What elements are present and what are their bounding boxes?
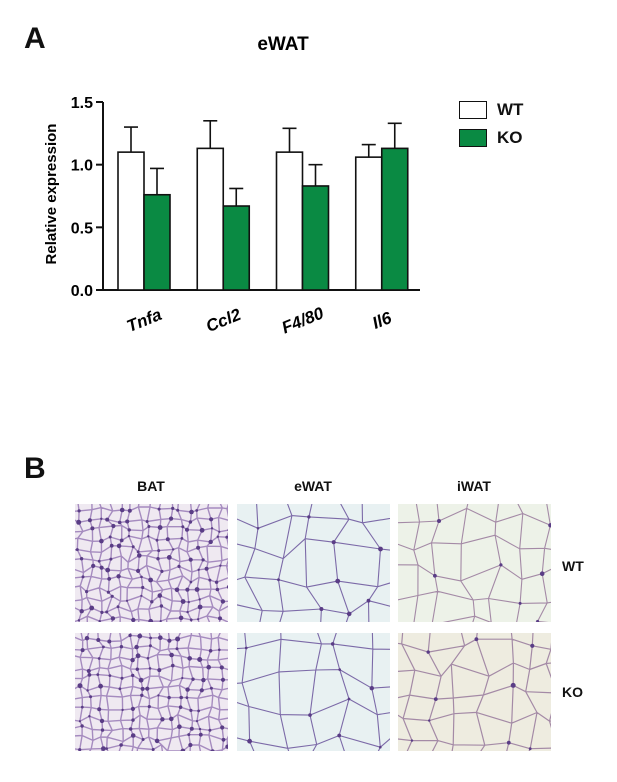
histology-ewat-wt <box>237 504 390 622</box>
bar-wt-3 <box>354 156 383 291</box>
legend-label-ko: KO <box>497 128 523 147</box>
y-tick-label: 1.0 <box>71 158 93 175</box>
y-tick-label: 0.5 <box>71 220 93 237</box>
histology-bat-ko <box>75 633 228 751</box>
chart-title: eWAT <box>257 34 309 55</box>
panel-b-letter: B <box>24 452 46 485</box>
legend-item-ko: KO <box>459 126 523 150</box>
legend-swatch-wt <box>459 101 487 119</box>
tile-background <box>398 504 551 622</box>
cell-membranes <box>398 633 551 751</box>
cell-membranes <box>75 504 228 622</box>
nuclei <box>410 637 535 751</box>
panel-a-letter: A <box>24 22 46 55</box>
tile-background <box>75 633 228 751</box>
x-tick-label-1: Ccl2 <box>203 305 244 336</box>
column-title-ewat: eWAT <box>294 478 332 494</box>
bar-ko-1 <box>222 205 251 291</box>
nuclei <box>244 642 382 749</box>
cell-membranes <box>398 504 551 622</box>
bar-ko-2 <box>301 185 330 291</box>
bar-ko-3 <box>380 147 409 291</box>
column-title-iwat: iWAT <box>457 478 491 494</box>
legend-item-wt: WT <box>459 98 523 122</box>
row-label-ko: KO <box>562 684 583 700</box>
cell-membranes <box>75 633 228 751</box>
y-tick-label: 0.0 <box>71 283 93 300</box>
column-title-bat: BAT <box>137 478 165 494</box>
y-axis-label: Relative expression <box>43 124 60 265</box>
x-tick-label-3: Il6 <box>370 308 395 333</box>
histology-bat-wt <box>75 504 228 622</box>
histology-ewat-ko <box>237 633 390 751</box>
bar-wt-2 <box>275 151 304 291</box>
tile-background <box>237 504 390 622</box>
y-tick-label: 1.5 <box>71 95 93 112</box>
histology-iwat-wt <box>398 504 551 622</box>
y-axis: 0.0 0.5 1.0 1.5 <box>71 95 104 300</box>
x-axis: Tnfa Ccl2 F4/80 Il6 <box>103 289 420 337</box>
x-tick-label-2: F4/80 <box>279 303 327 337</box>
bar-ko-0 <box>143 193 171 291</box>
bar-wt-0 <box>117 151 145 291</box>
nuclei <box>256 515 383 617</box>
legend: WT KO <box>459 98 523 154</box>
nuclei <box>75 506 228 622</box>
x-tick-label-0: Tnfa <box>124 305 164 336</box>
bars <box>117 120 409 291</box>
cell-membranes <box>237 504 390 622</box>
bar-wt-1 <box>196 147 225 291</box>
row-label-wt: WT <box>562 558 584 574</box>
bar-chart: eWAT Relative expression 0.0 0.5 1.0 1.5 Tn… <box>43 34 420 337</box>
legend-swatch-ko <box>459 129 487 147</box>
nuclei <box>433 519 551 622</box>
histology-iwat-ko <box>398 633 551 751</box>
cell-membranes <box>237 633 390 751</box>
nuclei <box>77 633 228 751</box>
legend-label-wt: WT <box>497 100 524 119</box>
